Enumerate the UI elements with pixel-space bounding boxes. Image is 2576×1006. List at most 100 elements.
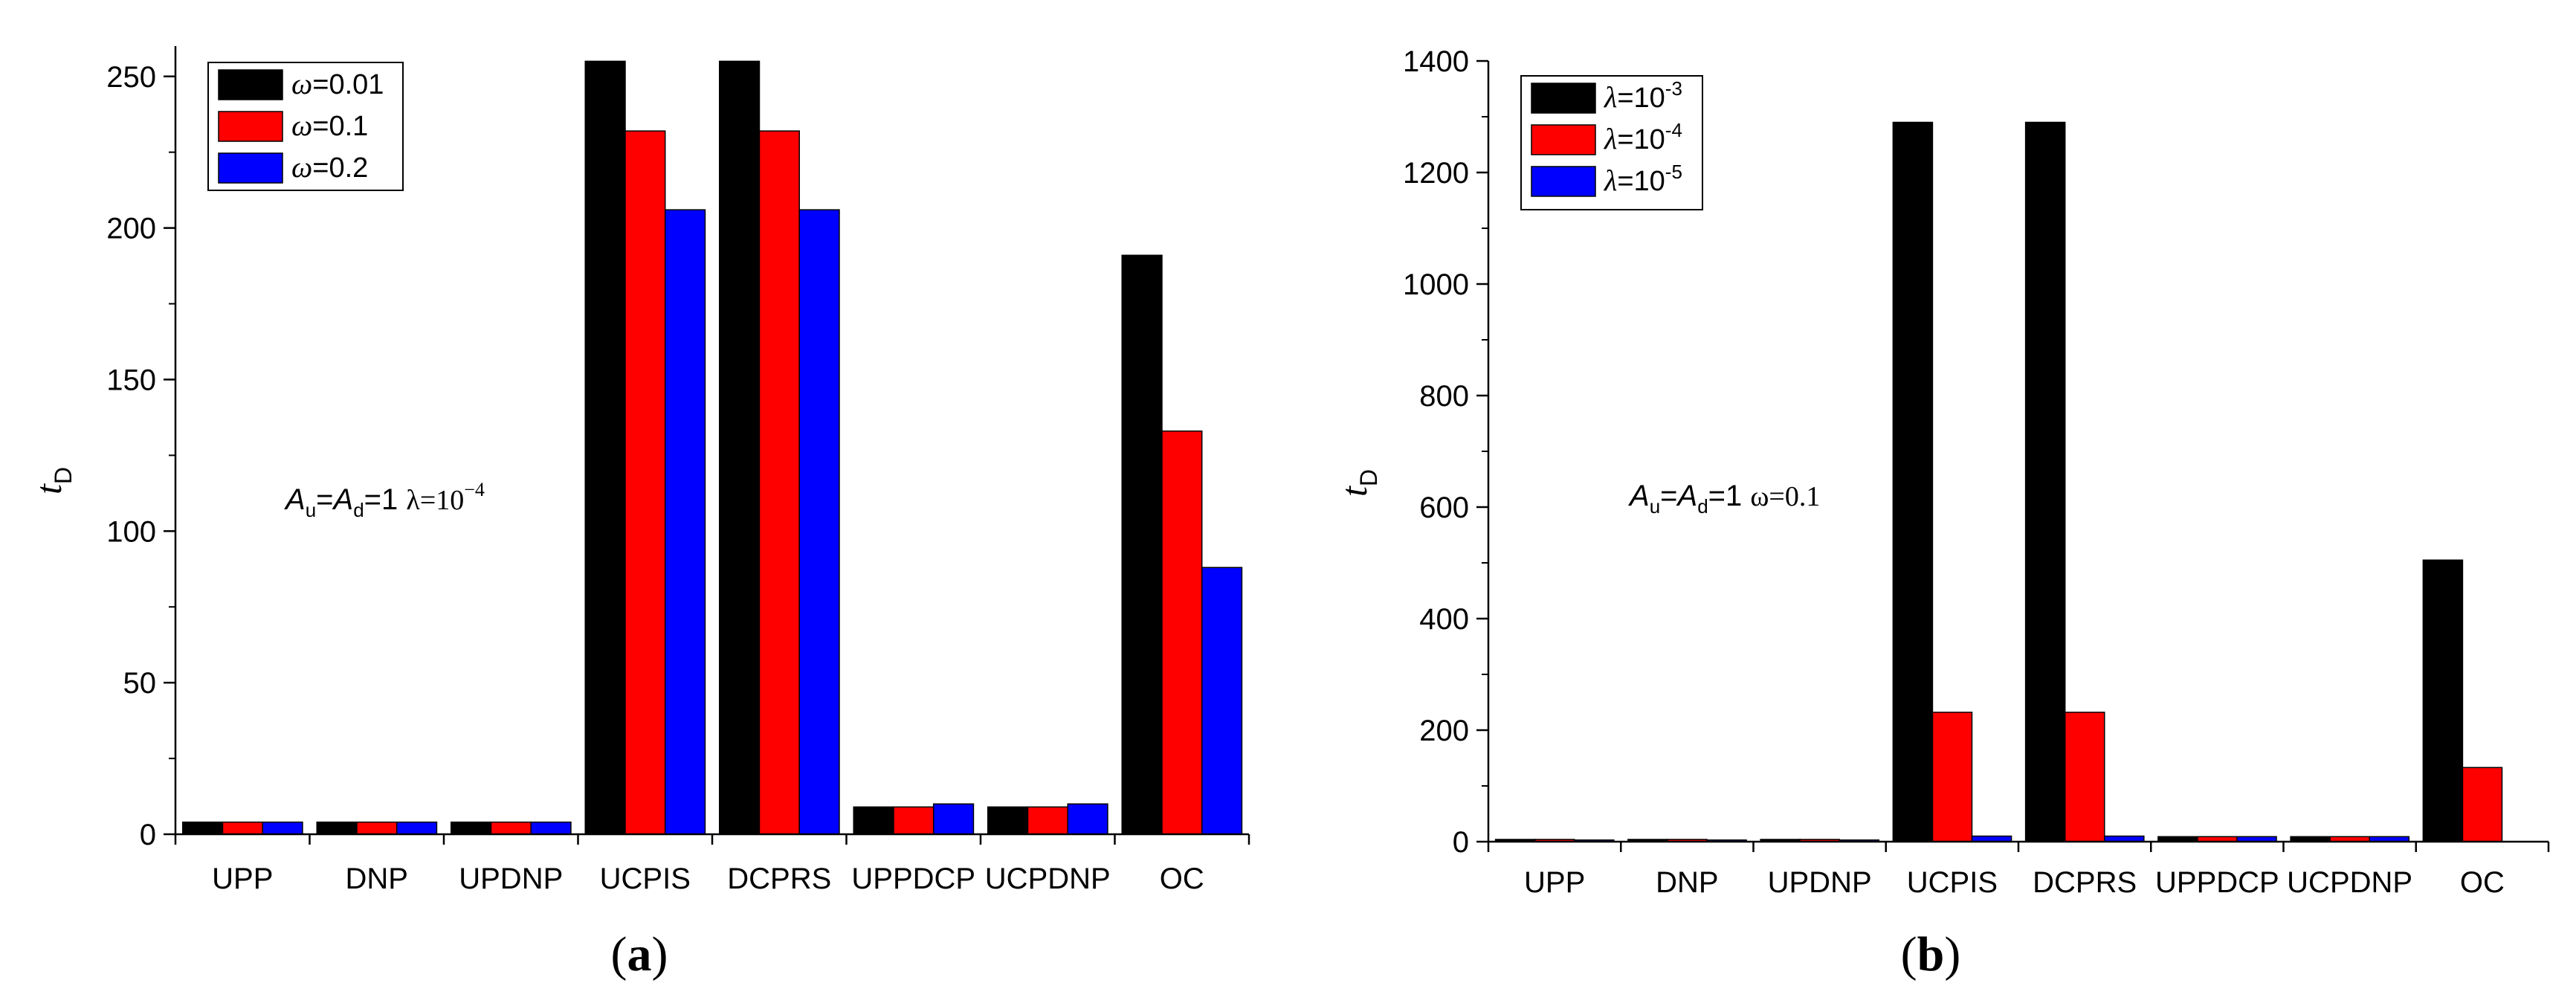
legend-symbol: λ (1604, 164, 1617, 197)
y-axis-title-main: t (28, 483, 69, 494)
bar-a-UPDNP-s1 (490, 821, 532, 835)
legend-symbol: ω (291, 150, 312, 184)
annotation-eq2: =1 (364, 483, 407, 516)
y-tick-label: 800 (1419, 380, 1469, 413)
x-tick-label: DCPRS (727, 862, 831, 895)
y-tick-label: 0 (140, 819, 156, 851)
bar-a-OC-s2 (1201, 567, 1243, 835)
chart-panel-a: 0 50 100 150 200 250 UPP DNP UPDNP UCPIS DCPRS UPPD… (28, 46, 1250, 981)
legend-swatch-2 (1531, 166, 1596, 197)
bar-a-UCPIS-s2 (664, 209, 706, 835)
annotation-param: ω=0.1 (1750, 481, 1820, 512)
y-tick-label: 200 (106, 213, 156, 245)
panel-label-open: ( (1901, 927, 1917, 981)
bar-a-DNP-s1 (356, 821, 398, 835)
annotation: Au=Ad=1 λ=10−4 (284, 479, 485, 521)
legend-label-0: λ=10-3 (1604, 77, 1682, 114)
bar-a-DNP-s2 (396, 821, 438, 835)
bar-b-OC-s1 (2462, 767, 2503, 842)
bar-a-DCPRS-s0 (718, 60, 761, 835)
y-tick-label: 0 (1453, 826, 1469, 859)
legend-rest: =0.01 (312, 69, 384, 100)
bar-a-UCPIS-s0 (584, 60, 626, 835)
bar-a-UCPDNP-s1 (1027, 806, 1068, 835)
bar-b-UCPIS-s1 (1931, 712, 1973, 842)
panel-label: (b) (1901, 927, 1961, 981)
y-tick-label: 150 (106, 364, 156, 396)
legend-symbol: ω (291, 109, 312, 142)
x-tick-label: UCPIS (1907, 866, 1998, 899)
bar-a-DNP-s0 (316, 821, 358, 835)
panel-label-open: ( (611, 927, 627, 981)
legend-swatch-2 (218, 152, 283, 184)
bar-a-UPPDCP-s0 (853, 806, 894, 835)
legend-rest: =0.2 (312, 152, 368, 184)
annotation-b-sub: d (353, 499, 364, 521)
y-axis-title-main: t (1333, 486, 1375, 497)
bar-a-UPPDCP-s2 (932, 803, 975, 835)
annotation-eq1: = (1660, 480, 1677, 512)
annotation-param: λ=10 (406, 485, 464, 516)
y-axis-title-sub: D (1355, 469, 1382, 486)
annotation-b-sub: d (1697, 495, 1708, 517)
y-axis-title: tD (28, 467, 77, 494)
legend-symbol: ω (291, 67, 312, 100)
y-tick-label: 100 (106, 515, 156, 548)
bar-a-DCPRS-s1 (758, 130, 800, 835)
legend: ω=0.01ω=0.1ω=0.2 (207, 62, 404, 191)
annotation-param-sup: −4 (464, 479, 485, 500)
bar-a-DCPRS-s2 (798, 209, 840, 835)
legend-swatch-0 (218, 69, 283, 100)
y-tick-label: 400 (1419, 603, 1469, 636)
annotation-b: A (1676, 480, 1698, 512)
y-tick-label: 250 (106, 61, 156, 94)
legend-rest: =10 (1617, 166, 1665, 197)
panel-label: (a) (611, 927, 668, 981)
x-tick-label: OC (1160, 862, 1204, 895)
legend-label-0: ω=0.01 (291, 67, 384, 100)
bar-a-UPP-s2 (262, 821, 303, 835)
bar-b-OC-s0 (2422, 559, 2464, 842)
x-tick-label: UPPDCP (2155, 866, 2279, 899)
legend-rest: =10 (1617, 124, 1665, 155)
bar-a-UPP-s0 (181, 821, 224, 835)
bar-a-OC-s0 (1121, 254, 1163, 835)
annotation-a-sub: u (1650, 495, 1660, 517)
legend-rest: =0.1 (312, 111, 368, 142)
legend-label-1: ω=0.1 (291, 109, 368, 142)
bar-a-UPPDCP-s1 (893, 806, 934, 835)
annotation-b: A (332, 483, 354, 516)
panel-label-letter: a (627, 927, 652, 981)
y-tick-label: 1200 (1403, 157, 1469, 190)
x-tick-label: UCPDNP (2287, 866, 2412, 899)
bar-a-UCPDNP-s2 (1067, 803, 1108, 835)
y-tick-label: 1000 (1403, 268, 1469, 301)
y-axis-title-sub: D (50, 467, 77, 484)
bar-a-UCPIS-s1 (624, 130, 666, 835)
legend-swatch-1 (218, 111, 283, 142)
legend-symbol: λ (1604, 122, 1617, 155)
bar-a-OC-s1 (1161, 431, 1203, 835)
x-tick-label: DNP (346, 862, 408, 895)
legend-swatch-0 (1531, 83, 1596, 114)
panel-label-letter: b (1917, 927, 1945, 981)
bar-a-UPDNP-s2 (530, 821, 572, 835)
legend-sup: -3 (1665, 77, 1682, 100)
bar-b-UCPIS-s0 (1892, 121, 1934, 842)
legend: λ=10-3λ=10-4λ=10-5 (1520, 75, 1703, 210)
panel-label-close: ) (1944, 927, 1960, 981)
x-tick-label: UPDNP (1768, 866, 1872, 899)
y-tick-label: 1400 (1403, 45, 1469, 78)
bar-a-UCPDNP-s0 (987, 806, 1029, 835)
bar-b-DCPRS-s0 (2024, 121, 2066, 842)
x-tick-label: UPP (212, 862, 273, 895)
bar-a-UPP-s1 (222, 821, 263, 835)
y-tick-label: 600 (1419, 491, 1469, 524)
annotation-a-sub: u (306, 499, 316, 521)
y-tick-label: 50 (123, 667, 157, 700)
annotation-eq2: =1 (1708, 480, 1751, 512)
bar-b-DCPRS-s1 (2064, 712, 2105, 842)
legend-sup: -5 (1665, 161, 1682, 183)
legend-rest: =10 (1617, 83, 1665, 114)
